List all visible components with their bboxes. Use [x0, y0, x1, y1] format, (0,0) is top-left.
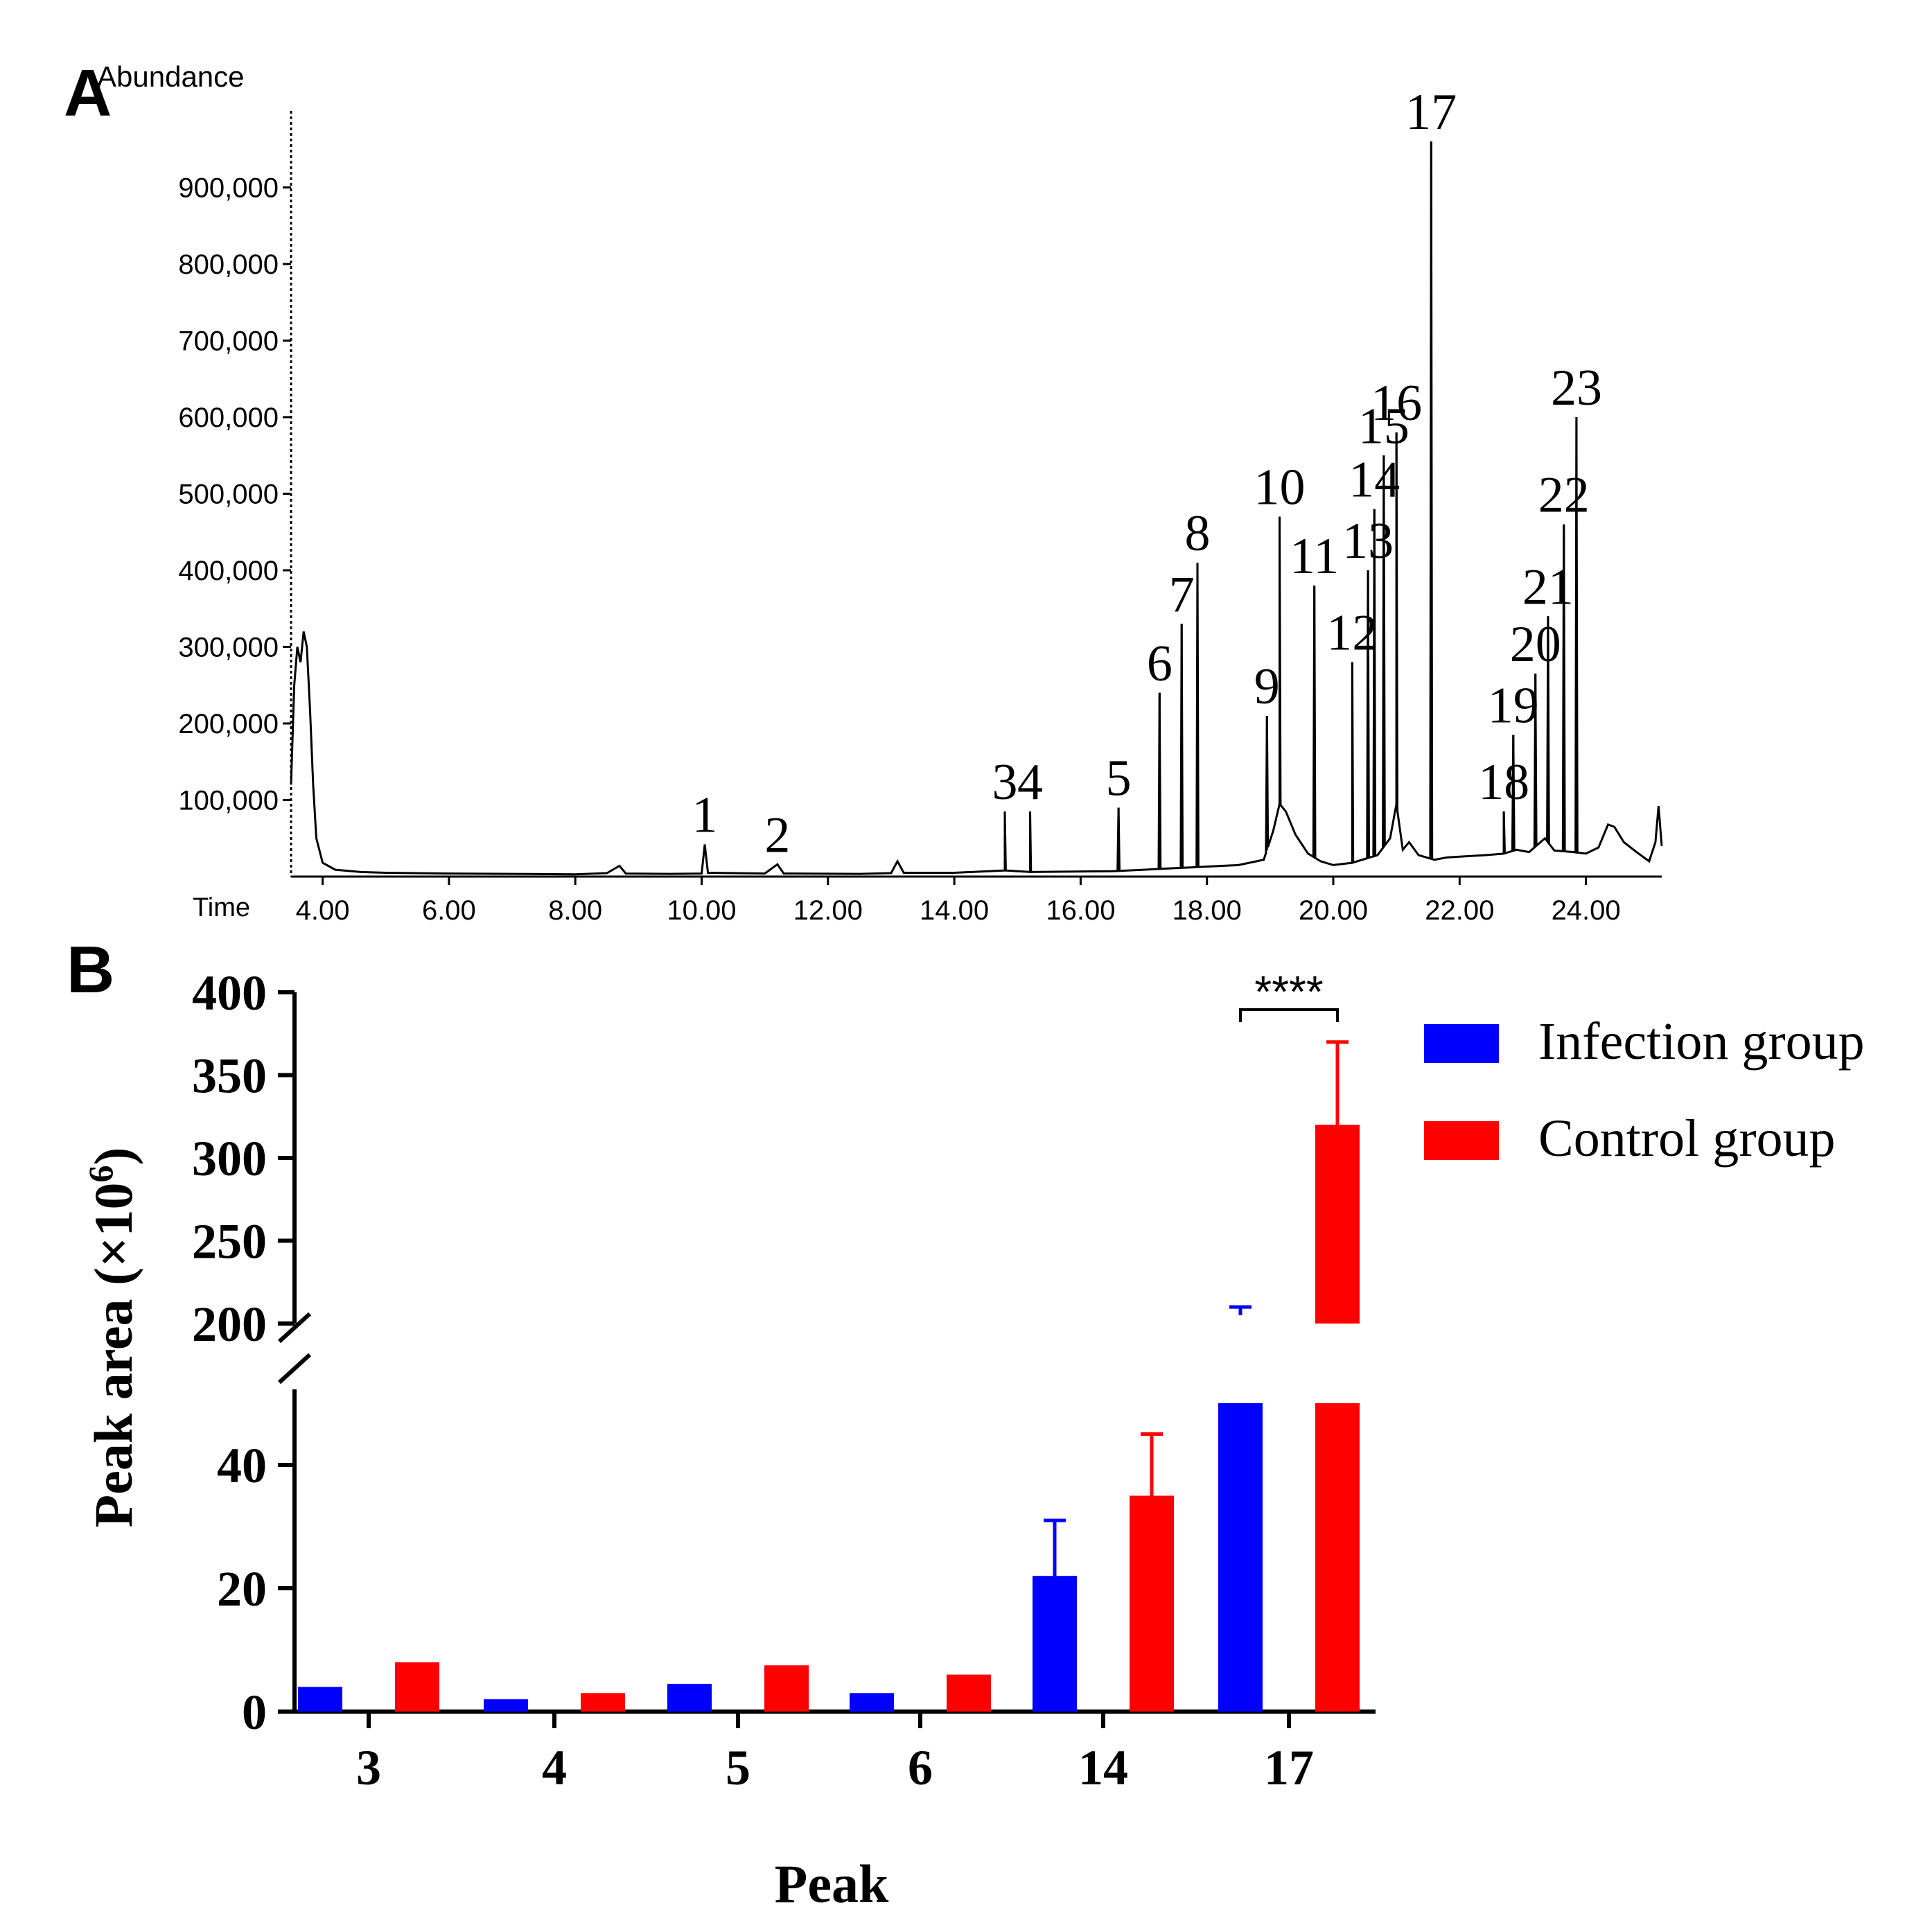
bar-chart-x-tick-label: 14	[1078, 1740, 1128, 1795]
peak-2-label: 2	[764, 807, 790, 863]
bar-chart-x-axis-label: Peak	[775, 1854, 889, 1914]
bar-chart-y-tick-label: 250	[192, 1214, 267, 1269]
chromatogram-x-tick-label: 6.00	[422, 895, 476, 926]
peak-16-label: 16	[1371, 375, 1422, 432]
bar-chart-x-tick-label: 17	[1264, 1740, 1314, 1795]
bar-chart-y-axis-label: Peak area (×106)	[81, 1148, 143, 1528]
peak-12-label: 12	[1326, 605, 1378, 662]
bar-chart-legend: Infection group Control group	[1424, 1012, 1865, 1168]
y-axis-label-superscript: 6	[81, 1166, 120, 1183]
bar-chart-x-tick-label: 3	[356, 1740, 381, 1795]
peak-19-label: 19	[1488, 678, 1539, 735]
chromatogram-y-tick-label: 900,000	[178, 173, 279, 204]
chromatogram-y-tick-label: 400,000	[178, 556, 279, 586]
peak-23-label: 23	[1551, 360, 1602, 416]
chromatogram-y-tick-label: 500,000	[178, 480, 279, 510]
chromatogram-x-tick-label: 20.00	[1299, 895, 1368, 926]
chromatogram-y-tick-label: 800,000	[178, 249, 279, 280]
bar-infection-peak-4	[484, 1699, 528, 1712]
chromatogram-x-tick-label: 16.00	[1046, 895, 1115, 926]
chromatogram-x-axis-label: Time	[193, 893, 250, 922]
peak-21-label: 21	[1522, 559, 1574, 615]
bar-infection-peak-17-lower-segment	[1218, 1403, 1263, 1712]
chromatogram-x-tick-label: 22.00	[1425, 895, 1494, 926]
peak-22-label: 22	[1538, 467, 1590, 524]
panel-b-label: B	[67, 933, 115, 1007]
chromatogram-x-tick-label: 12.00	[793, 895, 863, 926]
bar-chart-ticks: 0 20 40 200 250 300 350 400 3 4 5 6 14 17	[192, 965, 1314, 1795]
peak-9-label: 9	[1254, 658, 1280, 715]
bar-chart-x-tick-label: 6	[908, 1740, 933, 1795]
peak-15-label: 15	[1358, 398, 1410, 455]
bar-chart-y-tick-label: 400	[192, 965, 267, 1021]
y-axis-label-main: Peak area (×10	[83, 1183, 143, 1528]
y-axis-label-close: )	[83, 1148, 143, 1166]
peak-17-label: 17	[1405, 84, 1457, 141]
bar-chart-bars	[298, 1040, 1360, 1712]
chromatogram-y-axis-label: Abundance	[97, 60, 245, 93]
chromatogram-x-tick-label: 14.00	[920, 895, 989, 926]
legend-label-control: Control group	[1538, 1109, 1836, 1168]
bar-chart-y-tick-label: 300	[192, 1131, 267, 1186]
chromatogram-ticks: 100,000 200,000 300,000 400,000 500,000 600,0…	[178, 173, 1620, 926]
bar-control-peak-17-lower-segment	[1315, 1403, 1360, 1712]
chromatogram-x-tick-label: 8.00	[548, 895, 602, 926]
peak-8-label: 8	[1185, 505, 1211, 562]
axis-break-mark-lower	[277, 1353, 312, 1385]
significance-label: ****	[1254, 967, 1324, 1017]
chromatogram-y-tick-label: 200,000	[178, 709, 279, 739]
bar-control-peak-6	[947, 1674, 991, 1712]
bar-infection-peak-5	[667, 1683, 712, 1712]
chromatogram-y-tick-label: 300,000	[178, 633, 279, 663]
legend-label-infection: Infection group	[1538, 1012, 1865, 1071]
bar-control-peak-4	[581, 1693, 625, 1712]
bar-infection-peak-14	[1033, 1576, 1077, 1712]
bar-control-peak-5	[764, 1665, 809, 1712]
bar-chart-x-tick-label: 4	[542, 1740, 567, 1795]
peak-13-label: 13	[1342, 513, 1394, 570]
axis-break-mark-upper	[277, 1312, 312, 1344]
bar-chart-x-tick-label: 5	[726, 1740, 750, 1795]
chromatogram-x-tick-label: 18.00	[1173, 895, 1242, 926]
bar-control-peak-17-upper-segment	[1315, 1125, 1360, 1324]
bar-infection-peak-3	[298, 1687, 342, 1712]
bar-control-peak-14	[1130, 1495, 1174, 1712]
chromatogram-x-tick-label: 24.00	[1552, 895, 1621, 926]
peak-11-label: 11	[1290, 528, 1339, 585]
bar-chart-y-tick-label: 0	[242, 1685, 267, 1740]
peak-18-label: 18	[1478, 754, 1529, 811]
peak-6-label: 6	[1147, 635, 1173, 692]
chromatogram-chart: 100,000 200,000 300,000 400,000 500,000 600,0…	[97, 60, 1663, 926]
significance-marker: ****	[1239, 967, 1339, 1022]
bar-control-peak-3	[395, 1662, 439, 1712]
bar-chart-axes	[277, 992, 1376, 1714]
chromatogram-y-tick-label: 100,000	[178, 786, 279, 816]
chromatogram-y-tick-label: 600,000	[178, 403, 279, 433]
panel-a-label: A	[64, 56, 112, 130]
chromatogram-y-tick-label: 700,000	[178, 326, 279, 357]
bar-infection-peak-6	[850, 1693, 894, 1712]
bar-chart-y-tick-label: 40	[217, 1438, 267, 1493]
bar-chart-y-tick-label: 20	[217, 1561, 267, 1617]
legend-swatch-infection	[1424, 1024, 1499, 1063]
peak-5-label: 5	[1106, 750, 1132, 807]
legend-swatch-control	[1424, 1121, 1499, 1160]
bar-chart-y-tick-label: 200	[192, 1297, 267, 1352]
chromatogram-x-tick-label: 10.00	[667, 895, 736, 926]
bar-chart-y-tick-label: 350	[192, 1048, 267, 1104]
chromatogram-x-tick-label: 4.00	[296, 895, 350, 926]
peak-1-label: 1	[692, 787, 718, 844]
peak-7-label: 7	[1169, 566, 1195, 623]
significance-bracket	[1239, 1008, 1339, 1022]
peak-14-label: 14	[1349, 452, 1400, 509]
peak-20-label: 20	[1510, 616, 1561, 673]
peak-3-label: 3	[992, 754, 1018, 811]
peak-10-label: 10	[1254, 459, 1306, 516]
peak-4-label: 4	[1017, 754, 1043, 811]
